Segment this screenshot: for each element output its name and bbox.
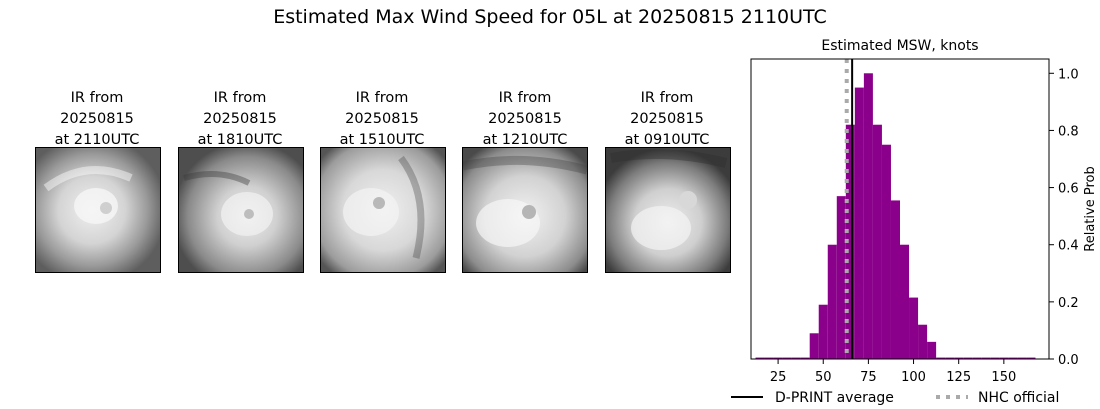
- histogram-bar: [972, 357, 982, 359]
- histogram-bar: [800, 357, 810, 359]
- histogram-bar: [954, 357, 964, 359]
- histogram-bar: [900, 244, 910, 359]
- histogram-bar: [773, 357, 783, 359]
- x-tick-label: 100: [901, 370, 926, 385]
- histogram-bar: [1026, 357, 1036, 359]
- ir-panel-date: 20250815: [203, 111, 277, 127]
- histogram-bar: [890, 200, 900, 359]
- ir-panel-line: IR from: [498, 90, 552, 106]
- histogram-bar: [863, 73, 873, 360]
- histogram-bar: [936, 357, 946, 359]
- ir-panel-time: at 2110UTC: [54, 132, 140, 148]
- histogram-bar: [791, 357, 801, 359]
- y-tick-label: 0.8: [1058, 124, 1079, 139]
- ir-satellite-image: [178, 147, 304, 273]
- histogram-bar: [809, 333, 819, 359]
- histogram-bar: [981, 357, 991, 359]
- ir-panel-date: 20250815: [488, 111, 562, 127]
- ir-panel-line: IR from: [70, 90, 124, 106]
- histogram-bar: [990, 357, 1000, 359]
- x-tick-label: 125: [946, 370, 971, 385]
- plot-frame: [750, 58, 1050, 360]
- histogram-bar: [945, 357, 955, 359]
- ir-panel-3-label: IR from 20250815 at 1510UTC: [319, 88, 445, 148]
- y-tick-label: 0.6: [1058, 182, 1079, 197]
- histogram-bar: [918, 324, 928, 359]
- ir-panel-line: IR from: [640, 90, 694, 106]
- y-tick-label: 0.4: [1058, 239, 1079, 254]
- histogram-bar: [909, 297, 919, 359]
- figure-title: Estimated Max Wind Speed for 05L at 2025…: [273, 6, 827, 28]
- histogram-bar: [872, 124, 882, 359]
- ir-panel-time: at 1810UTC: [197, 132, 283, 148]
- histogram-bar: [836, 196, 846, 359]
- x-axis-ticks: 25 50 75 100 125 150: [770, 359, 1016, 385]
- histogram-bar: [755, 357, 765, 359]
- histogram-bar: [963, 357, 973, 359]
- ir-panel-2-label: IR from 20250815 at 1810UTC: [177, 88, 303, 148]
- histogram-bar: [1017, 357, 1027, 359]
- x-tick-label: 150: [991, 370, 1016, 385]
- histogram-bar: [764, 357, 774, 359]
- x-tick-label: 25: [770, 370, 787, 385]
- ir-satellite-image: [462, 147, 588, 273]
- histogram-bar: [782, 357, 792, 359]
- histogram-bar: [854, 87, 864, 360]
- histogram-bar: [1008, 357, 1018, 359]
- histogram-bars: [755, 73, 1036, 360]
- histogram-bar: [818, 304, 828, 359]
- histogram-bar: [999, 357, 1009, 359]
- ir-satellite-image: [605, 147, 731, 273]
- legend: D-PRINT average NHC official: [731, 390, 1059, 406]
- histogram-bar: [927, 341, 937, 359]
- ir-satellite-image: [320, 147, 446, 273]
- reference-lines: [844, 59, 854, 359]
- ir-satellite-image: [35, 147, 161, 273]
- ir-panel-time: at 1210UTC: [482, 132, 568, 148]
- x-tick-label: 50: [815, 370, 832, 385]
- y-tick-label: 0.0: [1058, 353, 1079, 368]
- ir-panel-date: 20250815: [345, 111, 419, 127]
- y-tick-label: 0.2: [1058, 296, 1079, 311]
- legend-nhc-label: NHC official: [978, 390, 1059, 406]
- histogram-bar: [845, 124, 855, 359]
- chart-title: Estimated MSW, knots: [821, 38, 978, 54]
- x-tick-label: 75: [860, 370, 877, 385]
- ir-panel-date: 20250815: [60, 111, 134, 127]
- histogram-bar: [827, 244, 837, 359]
- ir-panel-4-label: IR from 20250815 at 1210UTC: [462, 88, 588, 148]
- ir-panel-date: 20250815: [630, 111, 704, 127]
- histogram-bar: [881, 144, 891, 359]
- ir-panel-line: IR from: [213, 90, 267, 106]
- legend-dprint-label: D-PRINT average: [775, 390, 894, 406]
- ir-panel-line: IR from: [355, 90, 409, 106]
- y-axis-ticks: 0.0 0.2 0.4 0.6 0.8 1.0: [1049, 67, 1079, 368]
- ir-panel-time: at 0910UTC: [624, 132, 710, 148]
- ir-panel-5-label: IR from 20250815 at 0910UTC: [604, 88, 730, 148]
- y-tick-label: 1.0: [1058, 67, 1079, 82]
- ir-panel-1-label: IR from 20250815 at 2110UTC: [34, 88, 160, 148]
- y-axis-label: Relative Prob: [1083, 166, 1098, 251]
- ir-panel-time: at 1510UTC: [339, 132, 425, 148]
